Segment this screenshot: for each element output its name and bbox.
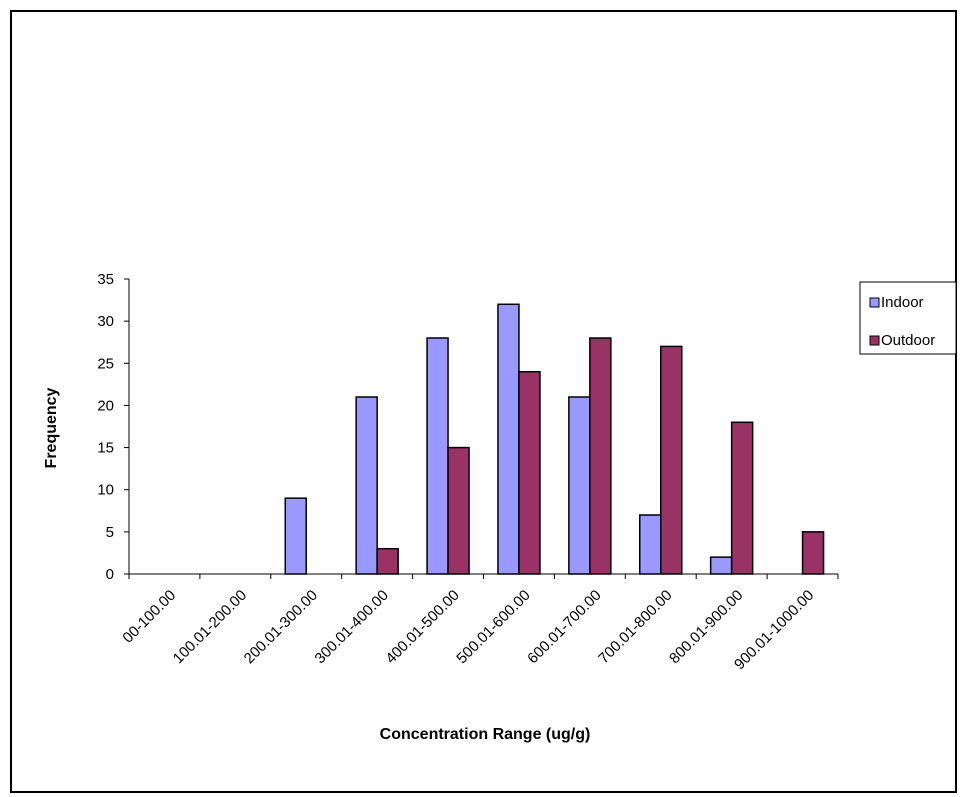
- x-tick-label: 300.01-400.00: [312, 587, 392, 667]
- x-tick-label: 00-100.00: [119, 587, 179, 647]
- x-tick-label: 200.01-300.00: [241, 587, 321, 667]
- y-tick-label: 10: [97, 482, 114, 499]
- bar-outdoor-9: [801, 531, 825, 575]
- y-tick-label: 30: [97, 313, 114, 330]
- bar-indoor-2: [284, 497, 307, 575]
- bar-outdoor-3: [376, 547, 399, 575]
- x-tick-label: 100.01-200.00: [170, 587, 250, 667]
- bar-indoor-4: [426, 337, 449, 575]
- y-tick-label: 35: [97, 271, 114, 288]
- x-tick-label: 700.01-800.00: [595, 587, 675, 667]
- y-tick-label: 5: [106, 524, 114, 541]
- x-tick-label: 500.01-600.00: [453, 587, 533, 667]
- chart-frame: [10, 10, 957, 793]
- bar-indoor-8: [709, 556, 733, 575]
- bar-indoor-5: [497, 303, 520, 575]
- legend-swatch-outdoor: [869, 335, 880, 346]
- x-axis-title: Concentration Range (ug/g): [380, 726, 591, 743]
- legend-label-outdoor: Outdoor: [881, 332, 935, 349]
- bar-outdoor-5: [518, 370, 541, 575]
- bars: [284, 303, 825, 575]
- bar-outdoor-7: [660, 345, 683, 575]
- y-axis-title: Frequency: [43, 387, 60, 468]
- bar-indoor-3: [355, 396, 378, 575]
- x-tick-label: 400.01-500.00: [382, 587, 462, 667]
- y-tick-label: 15: [97, 440, 114, 457]
- y-tick-label: 20: [97, 397, 114, 414]
- bar-outdoor-8: [730, 421, 754, 575]
- x-tick-label: 800.01-900.00: [666, 587, 746, 667]
- legend-label-indoor: Indoor: [881, 294, 924, 311]
- y-tick-label: 0: [106, 566, 114, 583]
- legend: Indoor Outdoor: [859, 281, 957, 355]
- bar-outdoor-6: [589, 337, 612, 575]
- bar-indoor-6: [568, 396, 591, 575]
- y-tick-labels: 0 5 10 15 20 25 30 35: [97, 271, 114, 583]
- legend-swatch-indoor: [869, 297, 880, 308]
- bar-indoor-7: [639, 514, 662, 575]
- bar-outdoor-4: [447, 446, 470, 575]
- x-tick-labels: 00-100.00100.01-200.00200.01-300.00300.0…: [119, 587, 817, 673]
- x-tick-label: 600.01-700.00: [524, 587, 604, 667]
- y-tick-label: 25: [97, 355, 114, 372]
